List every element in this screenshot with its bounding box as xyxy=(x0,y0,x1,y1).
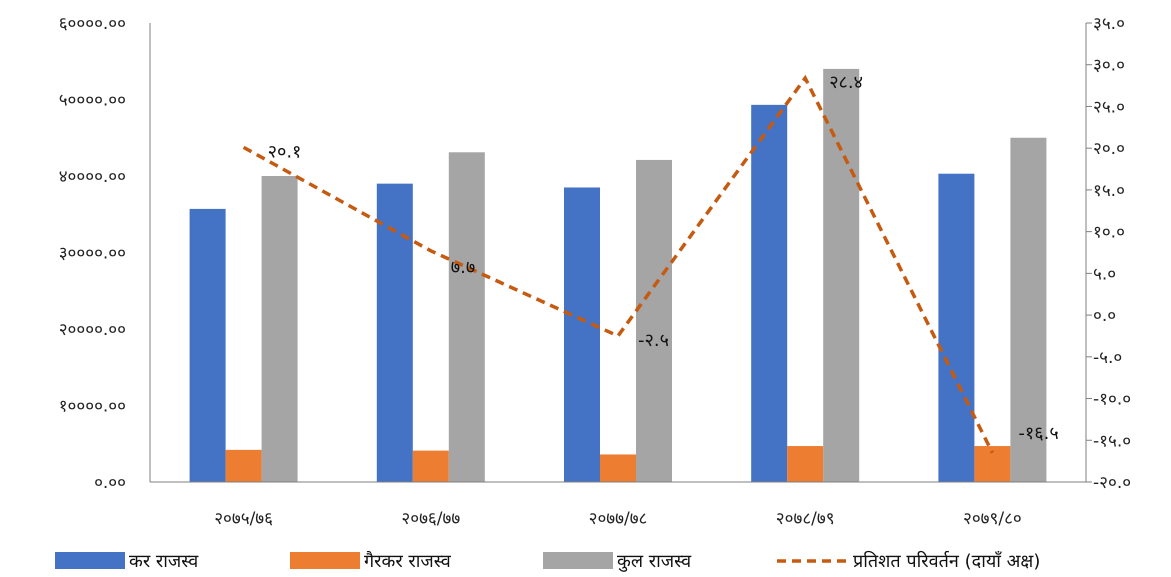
data-label: -२.५ xyxy=(638,330,669,351)
data-label: -१६.५ xyxy=(1018,423,1058,444)
right-tick-label: -२०.० xyxy=(1093,473,1131,493)
category-label: २०७७/७८ xyxy=(589,509,648,529)
bar xyxy=(600,454,636,482)
data-label: २०.१ xyxy=(268,141,302,162)
bar xyxy=(412,450,449,482)
bar xyxy=(787,446,824,482)
line-series: २०.१ ७.७ -२.५ २८.४ -१६.५ xyxy=(242,72,1059,454)
bar xyxy=(225,449,262,482)
right-tick-label: २०.० xyxy=(1093,139,1125,159)
left-axis: ०.०० १००००.०० २००००.०० ३००००.०० ४००००.०० ५०००… xyxy=(59,14,151,493)
legend-label: कर राजस्व xyxy=(129,551,199,572)
category-label: २०७९/८० xyxy=(963,509,1022,529)
bar xyxy=(751,104,788,482)
left-tick-label: ३००००.०० xyxy=(59,244,126,264)
legend-label: प्रतिशत परिवर्तन (दायाँ अक्ष) xyxy=(853,550,1040,572)
right-tick-label: ५.० xyxy=(1093,264,1116,284)
data-label: २८.४ xyxy=(829,72,863,93)
legend-label: गैरकर राजस्व xyxy=(364,550,452,572)
category-label: २०७५/७६ xyxy=(214,509,273,529)
left-tick-label: १००००.०० xyxy=(59,397,126,417)
legend-swatch xyxy=(55,552,125,569)
bar xyxy=(189,208,226,482)
left-tick-label: २००००.०० xyxy=(59,320,126,340)
left-tick-label: ५००००.०० xyxy=(59,91,126,111)
right-tick-label: ०.० xyxy=(1093,306,1116,326)
right-tick-label: -५.० xyxy=(1093,348,1122,368)
bar xyxy=(376,183,413,482)
x-axis: २०७५/७६ २०७६/७७ २०७७/७८ २०७८/७९ २०७९/८० xyxy=(150,481,1086,529)
bar xyxy=(636,159,672,482)
category-label: २०७६/७७ xyxy=(401,509,460,529)
bar xyxy=(448,152,485,482)
left-tick-label: ६००००.०० xyxy=(59,14,126,34)
left-tick-label: ०.०० xyxy=(94,473,126,493)
bar xyxy=(564,187,600,482)
right-tick-label: ३५.० xyxy=(1093,14,1125,34)
left-tick-label: ४००००.०० xyxy=(59,167,126,187)
right-tick-label: १०.० xyxy=(1093,223,1125,243)
bar xyxy=(823,68,860,483)
bar xyxy=(261,176,298,482)
legend: कर राजस्व गैरकर राजस्व कुल राजस्व प्रतिशत प… xyxy=(55,550,1040,572)
right-axis: -२०.० -१५.० -१०.० -५.० ०.० ५.० १०.० १५.० २०.० २५.… xyxy=(1085,14,1131,493)
right-tick-label: २५.० xyxy=(1093,97,1125,117)
right-tick-label: १५.० xyxy=(1093,181,1125,201)
legend-label: कुल राजस्व xyxy=(617,551,692,572)
legend-swatch xyxy=(543,552,613,569)
bar xyxy=(1010,137,1047,482)
bar xyxy=(938,173,975,482)
right-tick-label: -१०.० xyxy=(1093,390,1131,410)
legend-swatch xyxy=(290,552,360,569)
percent-change-line xyxy=(242,74,994,454)
bar-series xyxy=(189,68,1047,483)
right-tick-label: ३०.० xyxy=(1093,56,1125,76)
right-tick-label: -१५.० xyxy=(1093,431,1131,451)
data-label: ७.७ xyxy=(451,257,475,278)
category-label: २०७८/७९ xyxy=(776,509,835,529)
